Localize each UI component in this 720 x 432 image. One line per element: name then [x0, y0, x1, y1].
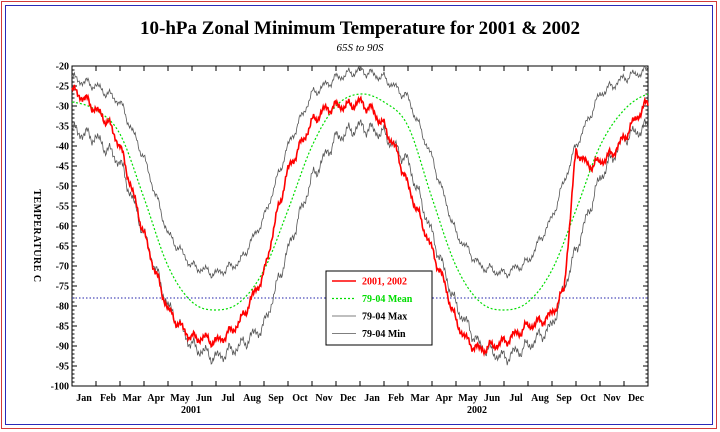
legend-box: [325, 270, 433, 346]
year-label: 2002: [467, 405, 487, 416]
y-tick-label: -85: [56, 322, 69, 333]
y-axis-label: TEMPERATURE C: [31, 189, 42, 282]
legend-label: 79-04 Min: [362, 329, 406, 340]
y-tick-label: -40: [56, 142, 69, 153]
y-tick-label: -20: [56, 62, 69, 73]
y-tick-label: -30: [56, 102, 69, 113]
series-2001-2002-line: [71, 84, 649, 357]
y-tick-label: -70: [56, 262, 69, 273]
y-tick-label: -90: [56, 342, 69, 353]
legend-label: 2001, 2002: [362, 277, 407, 288]
series-max-line: [71, 64, 649, 279]
x-tick-label: Oct: [292, 393, 308, 404]
y-tick-label: -60: [56, 222, 69, 233]
x-tick-label: Apr: [435, 393, 453, 404]
x-tick-label: Apr: [147, 393, 165, 404]
x-tick-label: Jul: [221, 393, 235, 404]
y-tick-label: -25: [56, 82, 69, 93]
x-tick-label: Feb: [100, 393, 117, 404]
y-tick-label: -80: [56, 302, 69, 313]
x-tick-label: Jan: [76, 393, 92, 404]
x-tick-label: Sep: [268, 393, 284, 404]
x-tick-label: Aug: [531, 393, 549, 404]
year-label: 2001: [181, 405, 201, 416]
y-tick-label: -55: [56, 202, 69, 213]
x-tick-label: Jun: [484, 393, 501, 404]
x-tick-label: Feb: [388, 393, 405, 404]
y-tick-label: -65: [56, 242, 69, 253]
y-tick-label: -95: [56, 362, 69, 373]
x-tick-label: Jan: [364, 393, 380, 404]
x-tick-label: Aug: [243, 393, 261, 404]
x-tick-label: Mar: [123, 393, 142, 404]
x-tick-label: Mar: [411, 393, 430, 404]
legend-label: 79-04 Mean: [362, 294, 413, 305]
x-tick-label: Nov: [603, 393, 620, 404]
chart-title: 10-hPa Zonal Minimum Temperature for 200…: [140, 18, 580, 39]
x-tick-label: Dec: [628, 393, 645, 404]
y-tick-label: -45: [56, 162, 69, 173]
series-mean-line: [71, 93, 649, 311]
inner-frame: [5, 5, 713, 425]
x-tick-label: May: [458, 393, 477, 404]
x-tick-label: Nov: [315, 393, 332, 404]
x-tick-label: Jul: [509, 393, 523, 404]
y-tick-label: -50: [56, 182, 69, 193]
x-tick-label: May: [170, 393, 189, 404]
x-tick-label: Dec: [340, 393, 357, 404]
y-tick-label: -35: [56, 122, 69, 133]
x-tick-label: Jun: [196, 393, 213, 404]
y-tick-label: -100: [51, 382, 69, 393]
x-tick-label: Oct: [580, 393, 596, 404]
chart-subtitle: 65S to 90S: [336, 42, 384, 54]
y-tick-label: -75: [56, 282, 69, 293]
legend: 2001, 2002 79-04 Mean 79-04 Max 79-04 Min: [325, 270, 433, 346]
x-tick-label: Sep: [556, 393, 572, 404]
series-min-line: [71, 118, 649, 366]
legend-label: 79-04 Max: [362, 312, 407, 323]
